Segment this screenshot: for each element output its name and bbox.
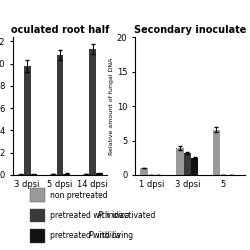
Bar [90,49,96,175]
Bar [83,174,89,175]
Text: pretreated with living: pretreated with living [50,232,136,240]
Text: P. indica: P. indica [98,211,129,220]
Title: oculated root half: oculated root half [11,25,109,35]
Bar [30,174,37,175]
Bar [184,153,191,175]
Y-axis label: Relative amount of fungal DNA: Relative amount of fungal DNA [109,58,114,155]
Bar [176,148,184,175]
Text: pretreated with inactivated: pretreated with inactivated [50,211,158,220]
Bar [18,174,24,175]
Bar [24,66,30,175]
Bar [212,130,220,175]
Bar [57,55,63,175]
Bar [63,174,70,175]
Bar [140,168,147,175]
Text: non pretreated: non pretreated [50,190,108,200]
Title: Secondary inoculate: Secondary inoculate [134,25,246,35]
Bar [50,174,57,175]
Bar [191,158,198,175]
Text: P. indica: P. indica [89,232,120,240]
Bar [96,173,102,175]
